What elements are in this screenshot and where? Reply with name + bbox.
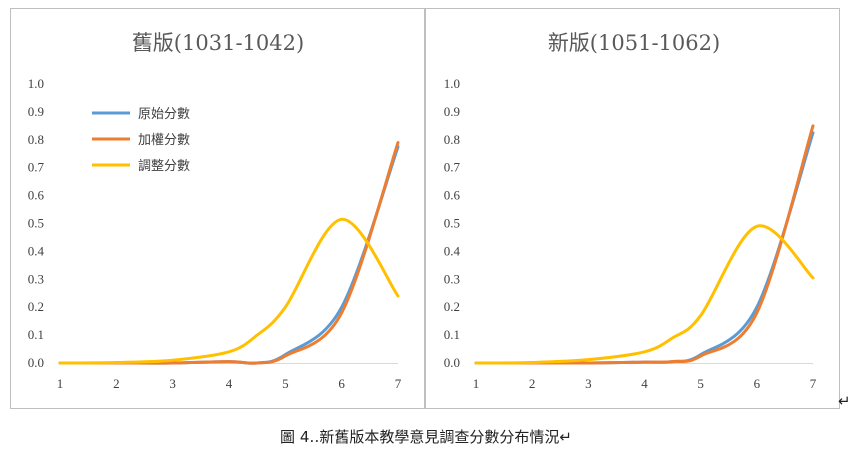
y-tick-label: 0.0	[28, 355, 44, 370]
y-tick-label: 0.7	[28, 160, 45, 175]
chart-title-new: 新版(1051-1062)	[548, 31, 720, 55]
y-tick-label: 0.9	[28, 104, 44, 119]
y-tick-label: 0.2	[28, 299, 44, 314]
plot-area-new: 0.0 0.1 0.2 0.3 0.4 0.5 0.6 0.7 0.8 0.9 1.0 1 2 3 4 5 6 7	[444, 76, 817, 391]
x-tick-label: 6	[754, 376, 761, 391]
y-tick-label: 0.1	[28, 327, 44, 342]
x-tick-label: 6	[338, 376, 345, 391]
y-tick-label: 0.5	[28, 216, 44, 231]
y-tick-label: 0.4	[444, 243, 461, 258]
chart-panel-right	[425, 8, 840, 409]
x-tick-label: 7	[395, 376, 402, 391]
corner-return-mark: ↵	[838, 392, 851, 410]
x-tick-label: 7	[810, 376, 817, 391]
y-tick-label: 0.1	[444, 327, 460, 342]
y-tick-label: 0.6	[444, 188, 461, 203]
y-tick-label: 0.6	[28, 188, 45, 203]
x-tick-label: 5	[282, 376, 289, 391]
x-tick-label: 4	[226, 376, 233, 391]
series-line-adjusted	[474, 224, 815, 365]
x-tick-label: 3	[169, 376, 176, 391]
chart-title-old: 舊版(1031-1042)	[132, 31, 304, 55]
y-tick-label: 0.3	[444, 271, 460, 286]
x-tick-label: 2	[529, 376, 536, 391]
y-tick-label: 0.0	[444, 355, 460, 370]
y-tick-label: 1.0	[28, 76, 44, 91]
y-tick-label: 0.3	[28, 271, 44, 286]
y-tick-label: 0.5	[444, 216, 460, 231]
y-tick-label: 0.9	[444, 104, 460, 119]
x-tick-label: 2	[113, 376, 120, 391]
x-tick-label: 4	[641, 376, 648, 391]
x-tick-label: 1	[57, 376, 64, 391]
y-tick-label: 0.8	[444, 132, 460, 147]
legend-label-original: 原始分數	[138, 107, 190, 122]
x-tick-label: 1	[473, 376, 480, 391]
series-line-adjusted	[58, 217, 400, 365]
legend: 原始分數 加權分數 調整分數	[92, 107, 190, 174]
figure-caption: 圖 4‥新舊版本教學意見調查分數分布情況↵	[280, 428, 572, 446]
legend-label-adjusted: 調整分數	[138, 159, 190, 174]
chart-panel-left	[10, 8, 425, 409]
legend-label-weighted: 加權分數	[138, 133, 190, 148]
plot-area-old: 0.0 0.1 0.2 0.3 0.4 0.5 0.6 0.7 0.8 0.9 1.0 1 2 3 4 5 6 7	[28, 76, 402, 391]
x-tick-label: 5	[697, 376, 704, 391]
y-tick-label: 0.2	[444, 299, 460, 314]
y-tick-label: 0.8	[28, 132, 44, 147]
y-tick-label: 0.7	[444, 160, 461, 175]
y-tick-label: 0.4	[28, 243, 45, 258]
x-tick-label: 3	[585, 376, 592, 391]
y-tick-label: 1.0	[444, 76, 460, 91]
